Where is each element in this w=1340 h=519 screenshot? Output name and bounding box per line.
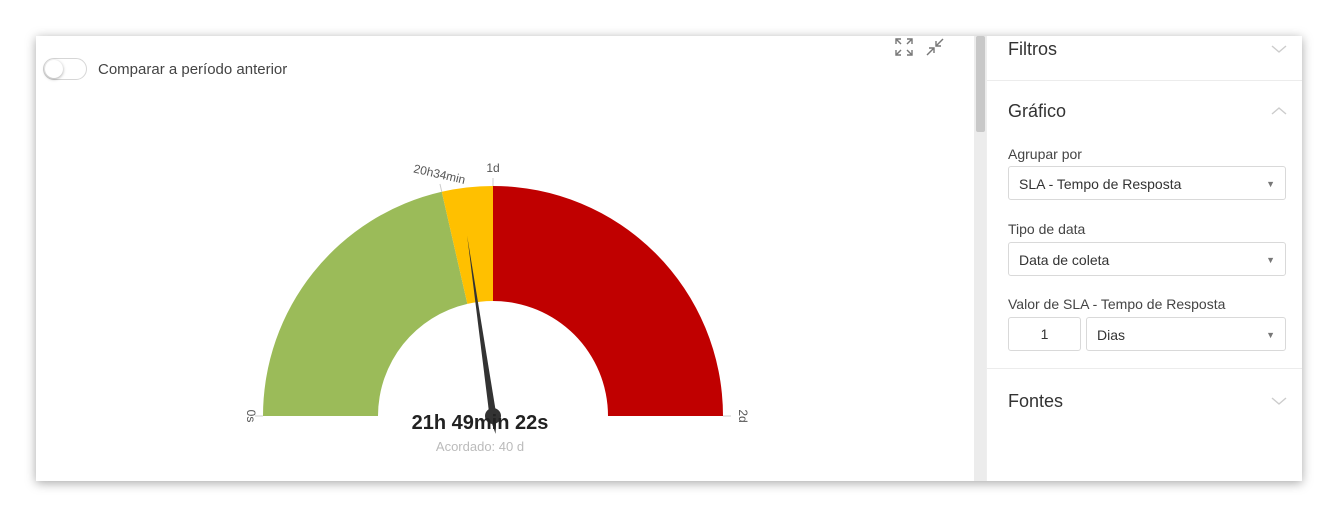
gauge-tick-green	[439, 183, 443, 192]
chevron-down-icon	[1271, 397, 1287, 405]
app-window: Comparar a período anterior 0s	[36, 36, 1302, 481]
gauge-segment-green	[263, 191, 468, 416]
expand-icon[interactable]	[894, 37, 914, 57]
date-type-select[interactable]: Data de coleta ▼	[1008, 242, 1286, 276]
gauge-chart: 0s 2d 20h34min 1d	[244, 161, 750, 434]
gauge-max-label: 2d	[736, 409, 750, 422]
divider	[987, 80, 1302, 81]
gauge-needle	[467, 235, 497, 434]
sources-title: Fontes	[1008, 391, 1064, 411]
gauge-agreed-value: Acordado: 40 d	[435, 439, 525, 454]
settings-panel: Filtros Gráfico Agrupar por SLA - Tempo …	[986, 36, 1302, 481]
sla-number-input[interactable]: 1	[1008, 317, 1081, 351]
gauge-segment-yellow	[441, 186, 493, 304]
filters-title: Filtros	[1008, 39, 1057, 59]
gauge-value: 21h 49min 22s	[411, 412, 549, 434]
compare-toggle[interactable]	[43, 58, 87, 80]
caret-down-icon: ▼	[1266, 179, 1275, 189]
gauge-target-tick-label: 1d	[486, 161, 499, 175]
chevron-down-icon	[1271, 45, 1287, 53]
divider	[987, 368, 1302, 369]
scrollbar-thumb[interactable]	[976, 36, 985, 132]
chevron-up-icon	[1271, 107, 1287, 115]
gauge-green-tick-label: 20h34min	[412, 162, 467, 187]
filters-section-header[interactable]: Filtros	[987, 36, 1302, 80]
chart-area: Comparar a período anterior 0s	[36, 36, 974, 481]
chart-section-header[interactable]: Gráfico	[987, 80, 1302, 128]
sla-unit-select[interactable]: Dias ▼	[1086, 317, 1286, 351]
date-type-label: Tipo de data	[1008, 221, 1086, 237]
compare-label: Comparar a período anterior	[98, 61, 288, 78]
group-by-select[interactable]: SLA - Tempo de Resposta ▼	[1008, 166, 1286, 200]
sla-value-label: Valor de SLA - Tempo de Resposta	[1008, 296, 1226, 312]
scrollbar[interactable]	[974, 36, 986, 481]
toggle-knob	[45, 60, 63, 78]
caret-down-icon: ▼	[1266, 255, 1275, 265]
caret-down-icon: ▼	[1266, 330, 1275, 340]
sources-section-header[interactable]: Fontes	[987, 369, 1302, 433]
sla-unit-value: Dias	[1097, 327, 1126, 343]
gauge-needle-hub	[485, 408, 501, 424]
group-by-label: Agrupar por	[1008, 146, 1082, 162]
date-type-value: Data de coleta	[1019, 252, 1110, 268]
group-by-value: SLA - Tempo de Resposta	[1019, 176, 1182, 192]
collapse-icon[interactable]	[925, 37, 945, 57]
chart-title: Gráfico	[1008, 101, 1067, 121]
gauge-segment-red	[493, 186, 723, 416]
gauge-min-label: 0s	[244, 410, 258, 423]
